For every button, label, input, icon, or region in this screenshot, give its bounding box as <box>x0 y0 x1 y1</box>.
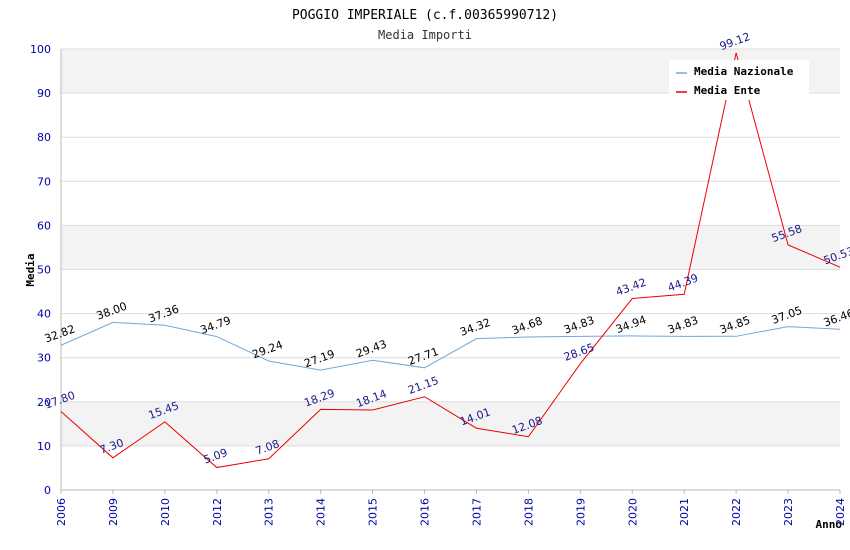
plot-band <box>61 401 840 446</box>
y-axis-label: Media <box>24 253 37 286</box>
series-lines <box>60 52 841 469</box>
series-line-media-ente <box>60 52 841 469</box>
plot-band <box>61 357 840 402</box>
y-axis-ticks: 0 10 20 30 40 50 60 70 80 90 100 <box>30 43 51 497</box>
chart-subtitle: Media Importi <box>378 28 472 42</box>
legend-label-media-ente: Media Ente <box>694 84 761 97</box>
x-tick-label: 2024 <box>834 498 847 526</box>
y-tick-label: 50 <box>37 264 51 277</box>
x-tick-label: 2017 <box>470 498 483 526</box>
y-tick-label: 10 <box>37 440 51 453</box>
x-tick-label: 2022 <box>730 498 743 526</box>
y-tick-label: 40 <box>37 308 51 321</box>
x-tick-label: 2019 <box>574 498 587 526</box>
y-tick-label: 30 <box>37 352 51 365</box>
chart-title: POGGIO IMPERIALE (c.f.00365990712) <box>292 8 558 23</box>
x-tick-label: 2018 <box>522 498 535 526</box>
legend-label-media-nazionale: Media Nazionale <box>694 65 794 78</box>
y-tick-label: 60 <box>37 219 51 232</box>
y-tick-label: 80 <box>37 131 51 144</box>
plot-band <box>61 137 840 182</box>
x-tick-label: 2021 <box>678 498 691 526</box>
plot-background-bands <box>61 49 840 490</box>
x-tick-label: 2013 <box>263 498 276 526</box>
x-tick-label: 2023 <box>782 498 795 526</box>
x-tick-label: 2016 <box>419 498 432 526</box>
y-tick-label: 20 <box>37 396 51 409</box>
plot-band <box>61 445 840 490</box>
x-axis-ticks: 2006 2009 2010 2012 2013 2014 2015 2016 2017 2018… <box>55 490 847 526</box>
y-tick-label: 90 <box>37 87 51 100</box>
x-axis-label: Anno <box>816 518 843 531</box>
y-tick-label: 100 <box>30 43 51 56</box>
legend: Media Nazionale Media Ente <box>669 60 809 100</box>
plot-band <box>61 181 840 226</box>
axes <box>60 49 840 491</box>
plot-band <box>61 313 840 358</box>
y-tick-label: 0 <box>44 484 51 497</box>
plot-band <box>61 225 840 270</box>
plot-band <box>61 93 840 138</box>
x-tick-label: 2015 <box>367 498 380 526</box>
x-tick-label: 2009 <box>107 498 120 526</box>
x-tick-label: 2012 <box>211 498 224 526</box>
legend-box <box>669 60 809 100</box>
x-tick-label: 2010 <box>159 498 172 526</box>
series-line-media-nazionale <box>60 321 841 371</box>
x-tick-label: 2006 <box>55 498 68 526</box>
plot-band <box>61 269 840 314</box>
y-tick-label: 70 <box>37 175 51 188</box>
x-tick-label: 2014 <box>315 498 328 526</box>
x-tick-label: 2020 <box>626 498 639 526</box>
